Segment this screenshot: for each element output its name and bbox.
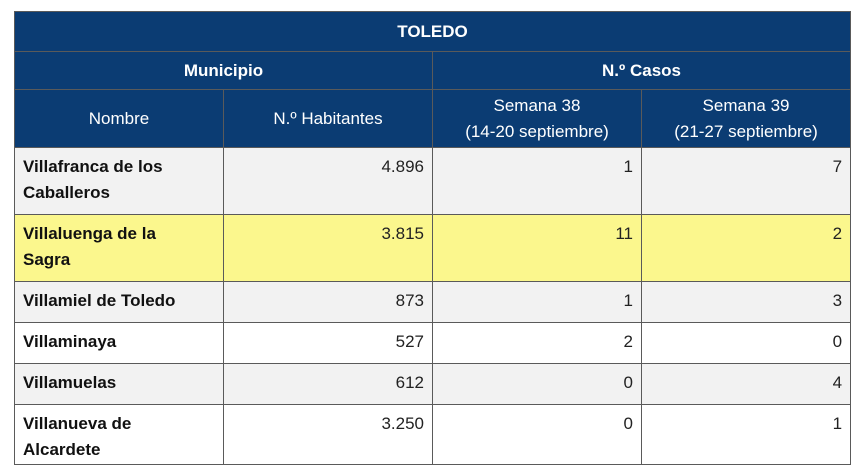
table-row: Villamiel de Toledo 873 1 3 — [14, 281, 852, 323]
cell-habitantes: 4.896 — [223, 147, 433, 215]
table-row: Villanueva de Alcardete 3.250 0 1 — [14, 404, 852, 465]
col-header-nombre: Nombre — [14, 89, 224, 148]
cell-semana-38: 1 — [432, 281, 642, 323]
table-row: Villamuelas 612 0 4 — [14, 363, 852, 405]
cell-semana-38: 11 — [432, 214, 642, 282]
cell-habitantes: 612 — [223, 363, 433, 405]
cell-habitantes: 527 — [223, 322, 433, 364]
table-container: TOLEDO Municipio N.º Casos Nombre N.º Ha… — [13, 11, 852, 465]
cell-semana-39: 3 — [640, 281, 852, 323]
cell-nombre: Villaminaya — [14, 322, 224, 364]
col-header-semana-38: Semana 38 (14-20 septiembre) — [432, 89, 642, 148]
cell-semana-39: 1 — [640, 404, 852, 465]
cell-semana-38: 0 — [432, 404, 642, 465]
table-title: TOLEDO — [13, 11, 852, 52]
cell-semana-39: 0 — [640, 322, 852, 364]
cell-nombre: Villamiel de Toledo — [14, 281, 224, 323]
col-header-semana-39: Semana 39 (21-27 septiembre) — [640, 89, 852, 148]
group-header-casos: N.º Casos — [431, 51, 852, 90]
cell-nombre: Villaluenga de la Sagra — [14, 214, 224, 282]
cell-nombre: Villafranca de los Caballeros — [14, 147, 224, 215]
cell-semana-38: 1 — [432, 147, 642, 215]
cell-habitantes: 873 — [223, 281, 433, 323]
group-header-municipio: Municipio — [14, 51, 433, 90]
cell-nombre: Villanueva de Alcardete — [14, 404, 224, 465]
cell-nombre: Villamuelas — [14, 363, 224, 405]
cell-semana-38: 2 — [432, 322, 642, 364]
cell-habitantes: 3.815 — [223, 214, 433, 282]
table-row: Villafranca de los Caballeros 4.896 1 7 — [14, 147, 852, 215]
cases-table: TOLEDO Municipio N.º Casos Nombre N.º Ha… — [13, 11, 852, 465]
cell-semana-38: 0 — [432, 363, 642, 405]
cell-semana-39: 7 — [640, 147, 852, 215]
cell-semana-39: 2 — [640, 214, 852, 282]
col-header-habitantes: N.º Habitantes — [223, 89, 433, 148]
cell-habitantes: 3.250 — [223, 404, 433, 465]
table-row: Villaminaya 527 2 0 — [14, 322, 852, 364]
cell-semana-39: 4 — [640, 363, 852, 405]
table-row-highlighted: Villaluenga de la Sagra 3.815 11 2 — [14, 214, 852, 282]
